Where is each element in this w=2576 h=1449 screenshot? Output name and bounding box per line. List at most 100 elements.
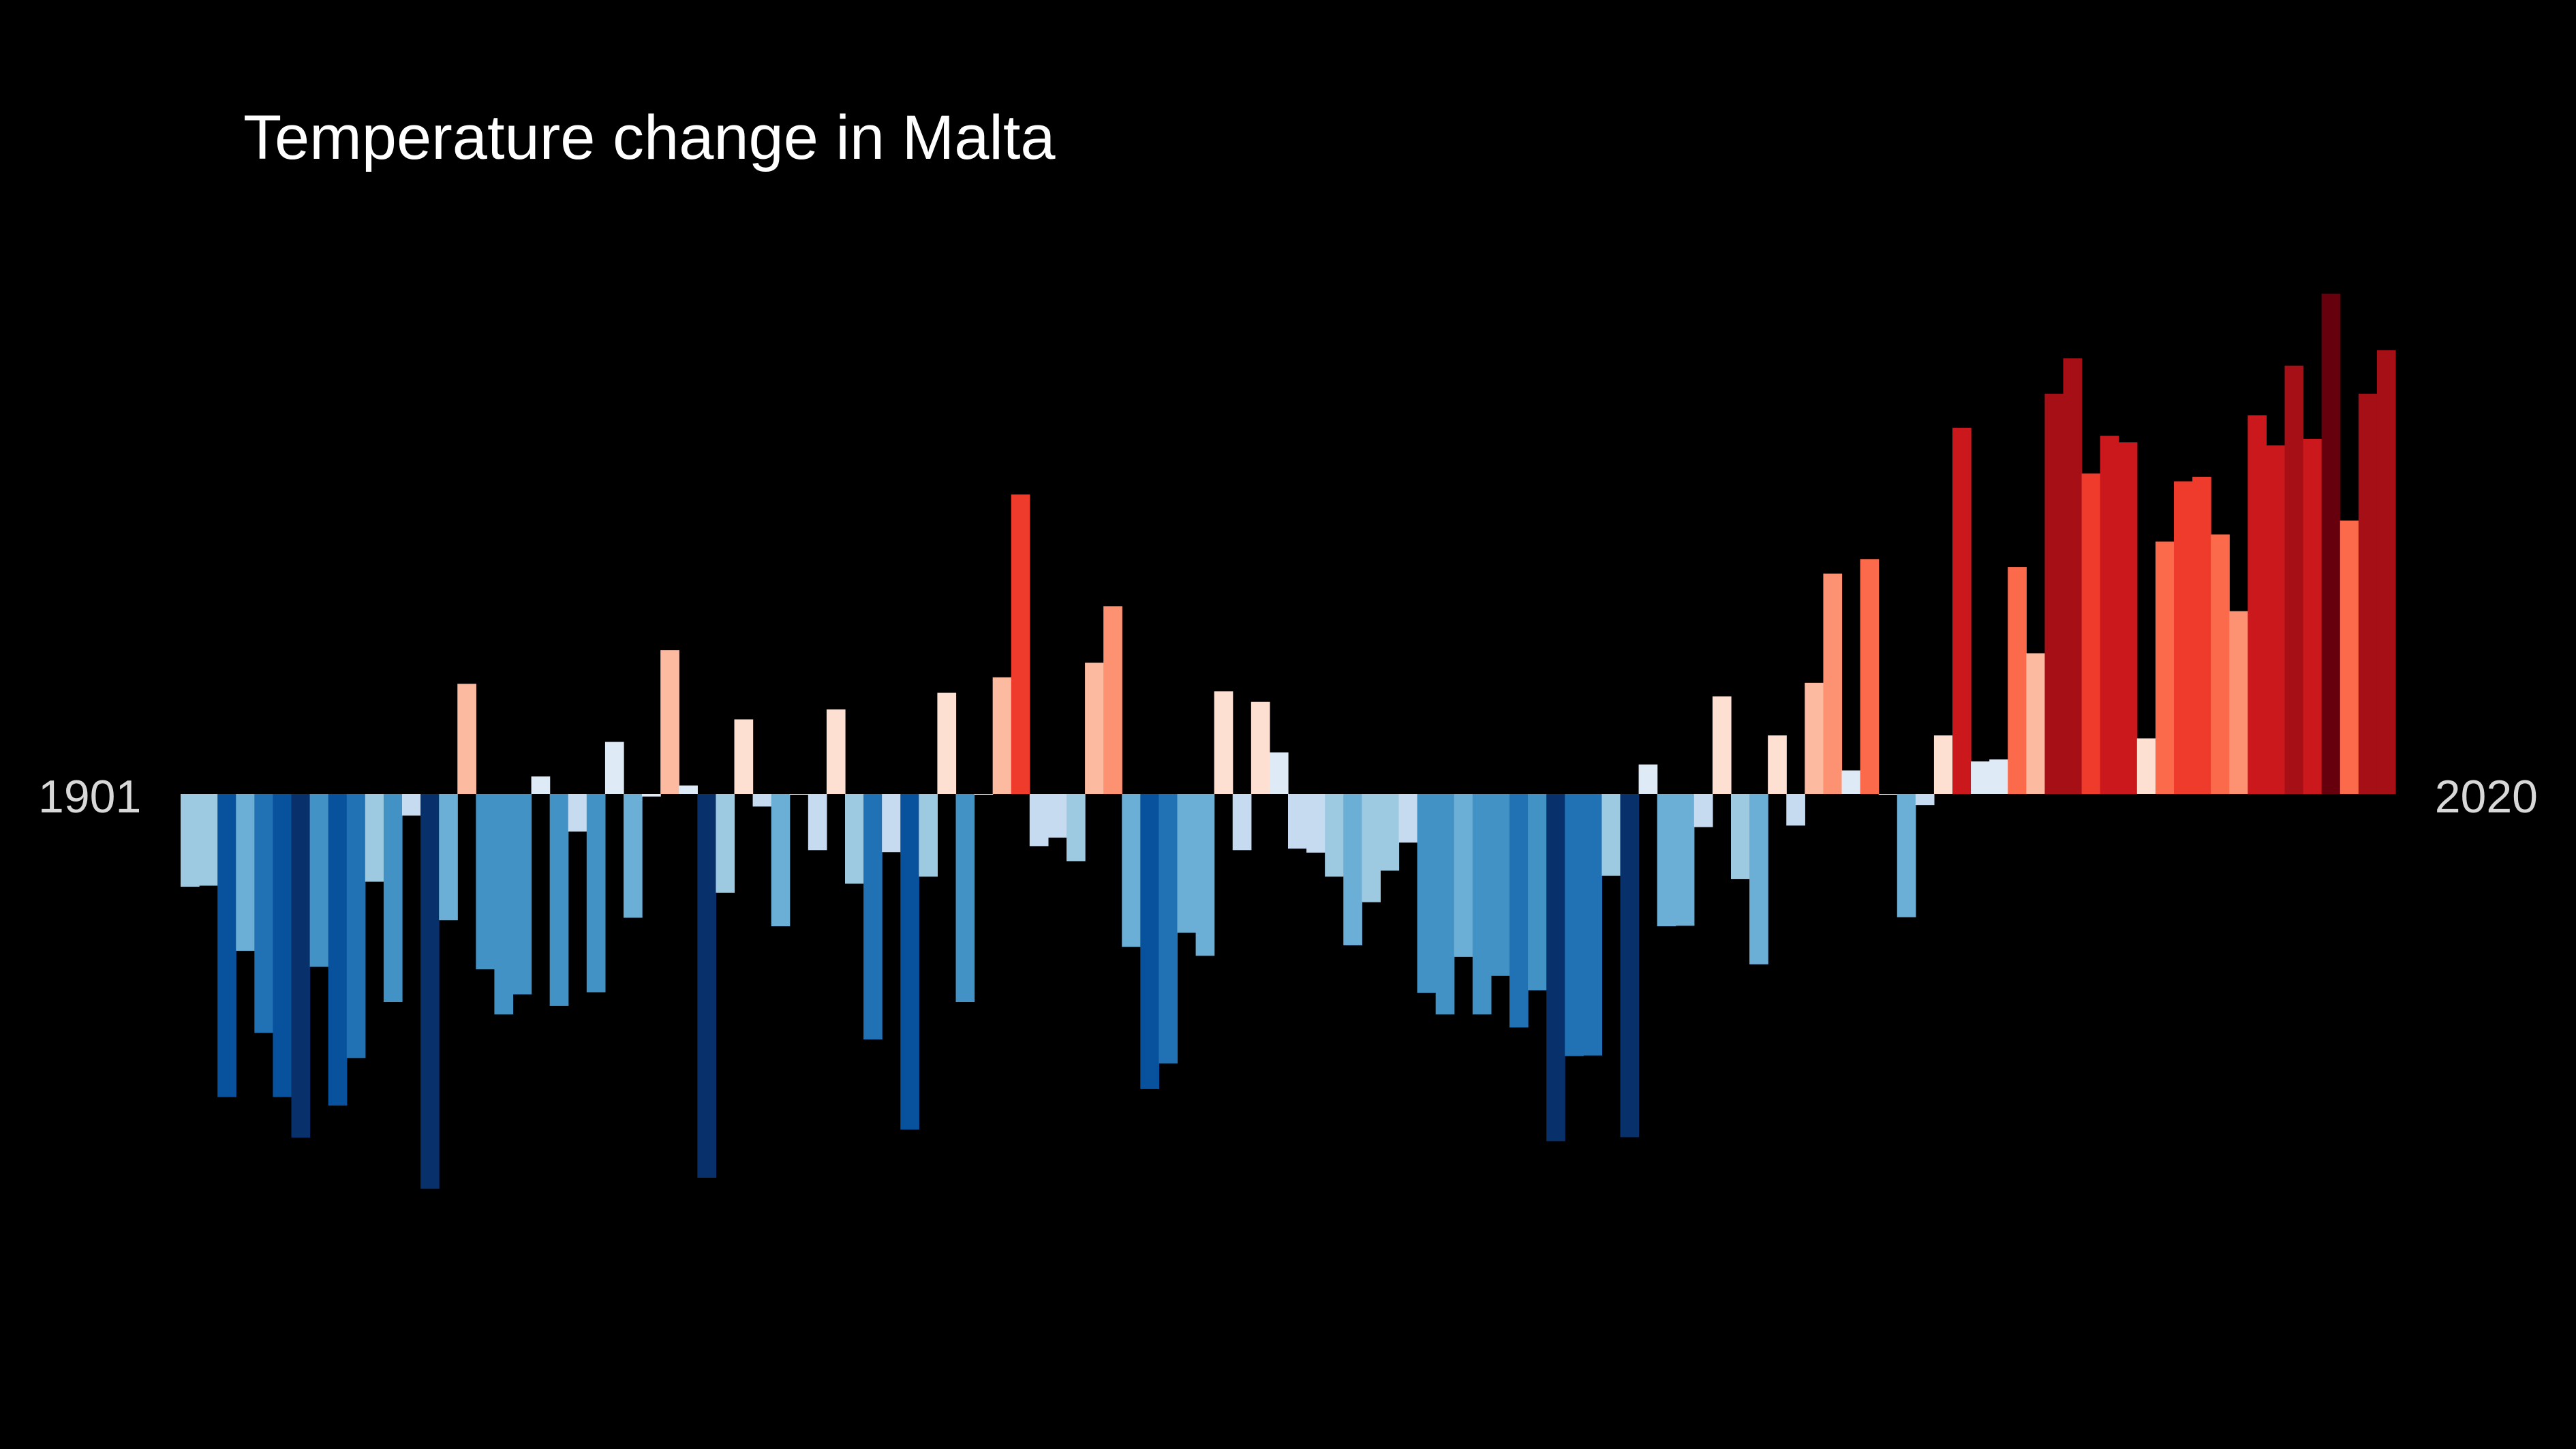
bar-1967	[1398, 794, 1418, 843]
bar-1930	[716, 794, 735, 893]
bar-1958	[1232, 794, 1252, 851]
bar-1986	[1749, 794, 1768, 964]
bar-1977	[1583, 794, 1603, 1056]
bar-1988	[1786, 794, 1805, 826]
bar-2013	[2248, 415, 2267, 794]
bar-1981	[1657, 794, 1676, 927]
bar-1964	[1343, 794, 1362, 945]
bar-2016	[2303, 438, 2322, 794]
bar-1939	[882, 794, 901, 853]
bar-1970	[1454, 794, 1473, 957]
bar-2000	[2008, 567, 2027, 794]
bar-1976	[1565, 794, 1584, 1056]
bar-1989	[1805, 682, 1824, 794]
bar-2007	[2136, 738, 2156, 794]
bar-1901	[181, 794, 200, 887]
bar-2019	[2358, 393, 2378, 794]
bar-1974	[1528, 794, 1547, 991]
bar-1925	[624, 794, 643, 918]
bar-2020	[2376, 350, 2396, 794]
bar-1923	[586, 794, 606, 993]
bar-1928	[679, 785, 698, 795]
bar-1932	[752, 794, 772, 807]
bar-1991	[1841, 770, 1861, 794]
bar-1926	[642, 794, 661, 797]
bar-2014	[2266, 445, 2286, 794]
bar-2009	[2174, 481, 2193, 794]
bar-2017	[2321, 293, 2341, 794]
bar-2005	[2100, 436, 2119, 794]
bar-2008	[2155, 541, 2175, 794]
bar-1997	[1952, 427, 1972, 794]
bar-1934	[789, 794, 809, 795]
bar-1914	[420, 794, 440, 1189]
bar-1907	[291, 794, 311, 1138]
bar-1990	[1823, 573, 1843, 794]
bar-1913	[402, 794, 421, 816]
bar-1993	[1878, 794, 1898, 795]
bar-2018	[2340, 520, 2359, 794]
bar-1979	[1620, 794, 1640, 1138]
bar-1936	[826, 709, 846, 795]
bar-1902	[199, 794, 218, 886]
bar-1985	[1731, 794, 1750, 879]
bar-1963	[1325, 794, 1344, 877]
bar-1905	[254, 794, 274, 1033]
bar-1935	[808, 794, 827, 851]
bar-1961	[1288, 794, 1307, 849]
bar-1946	[1011, 494, 1030, 794]
bar-1973	[1509, 794, 1529, 1028]
bar-2002	[2044, 393, 2064, 794]
bar-1992	[1860, 559, 1880, 794]
bar-2004	[2081, 473, 2101, 794]
bar-1908	[309, 794, 329, 967]
bar-1947	[1029, 794, 1049, 846]
bar-1959	[1251, 701, 1270, 794]
bar-1919	[512, 794, 532, 994]
bar-1975	[1546, 794, 1565, 1142]
bar-2003	[2063, 358, 2083, 794]
bar-1960	[1269, 752, 1289, 794]
bar-1966	[1380, 794, 1400, 871]
bar-1956	[1195, 794, 1215, 956]
bar-1915	[439, 794, 458, 921]
bar-1983	[1693, 794, 1713, 827]
bar-1952	[1122, 794, 1141, 947]
bar-1950	[1085, 662, 1104, 794]
bar-1951	[1103, 606, 1122, 795]
bar-1972	[1490, 794, 1510, 976]
bar-1982	[1675, 794, 1695, 926]
bar-1933	[771, 794, 791, 927]
bar-1968	[1417, 794, 1437, 993]
bar-1924	[604, 742, 624, 794]
bar-1922	[568, 794, 587, 832]
bar-1996	[1933, 735, 1953, 795]
bar-1965	[1362, 794, 1381, 902]
bar-2012	[2229, 611, 2248, 794]
bar-1944	[974, 794, 994, 795]
bar-2015	[2284, 365, 2304, 794]
bar-1949	[1067, 794, 1086, 861]
bar-1920	[531, 776, 551, 795]
bar-1929	[697, 794, 717, 1178]
chart-title: Temperature change in Malta	[243, 103, 1056, 172]
bar-1937	[845, 794, 864, 884]
bar-1904	[236, 794, 255, 951]
bar-1917	[476, 794, 495, 970]
bar-1987	[1768, 735, 1787, 795]
bar-1971	[1472, 794, 1492, 1015]
bar-2010	[2192, 476, 2211, 794]
bar-1984	[1712, 696, 1732, 794]
bar-2006	[2118, 442, 2138, 794]
bar-1918	[494, 794, 514, 1015]
bar-1938	[863, 794, 883, 1040]
bar-1906	[273, 794, 292, 1097]
bar-1945	[992, 677, 1012, 794]
bar-1903	[217, 794, 236, 1097]
bar-1942	[937, 692, 957, 794]
bar-1953	[1140, 794, 1160, 1089]
bar-1940	[900, 794, 919, 1130]
bar-1999	[1989, 759, 2008, 795]
